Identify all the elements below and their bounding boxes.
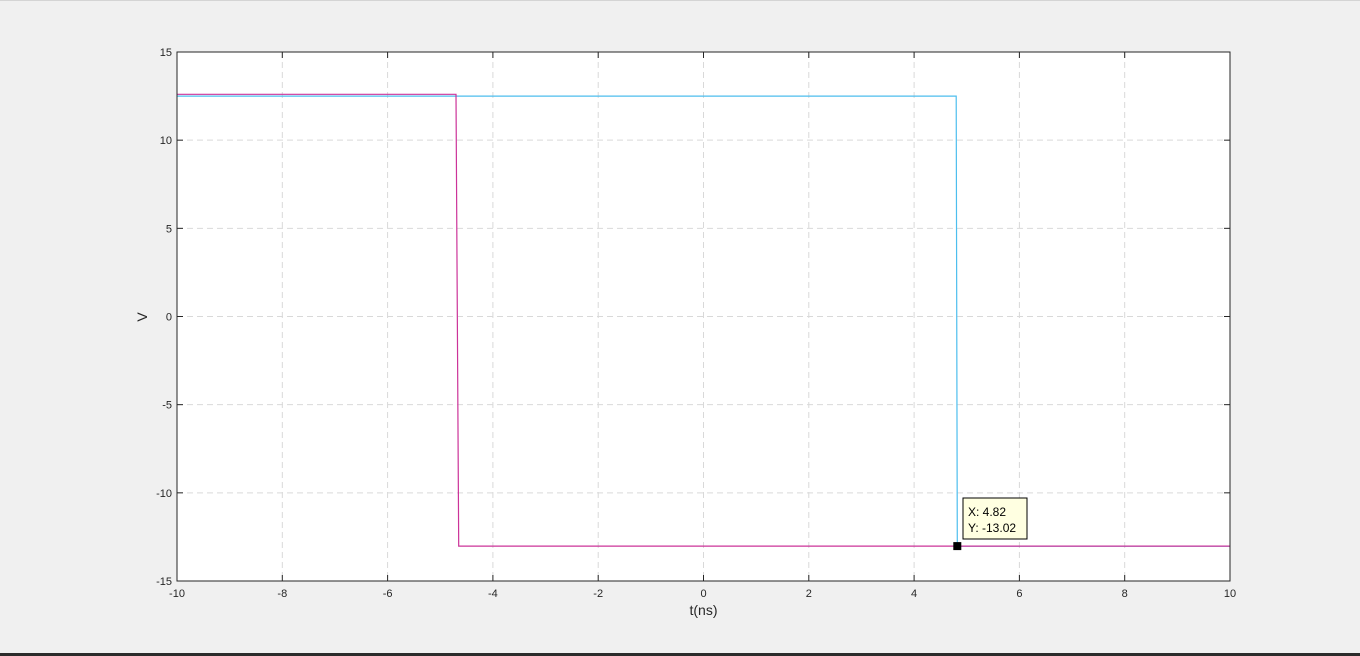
x-tick-label: 4 (911, 588, 917, 600)
datatip[interactable]: X: 4.82 Y: -13.02 (953, 497, 1028, 551)
datatip-box (962, 497, 1028, 540)
y-tick-label: 15 (160, 47, 172, 59)
series-layer (177, 93, 1230, 547)
y-tick-label: 5 (166, 223, 172, 235)
x-tick-label: 10 (1224, 588, 1236, 600)
y-tick-label: 0 (166, 312, 172, 324)
y-tick-label: -15 (156, 576, 172, 588)
grid (177, 52, 1230, 581)
y-tick-label: 10 (160, 135, 172, 147)
x-tick-label: 2 (806, 588, 812, 600)
x-tick-label: -8 (277, 588, 287, 600)
y-axis-label: V (134, 312, 150, 322)
x-axis-label: t(ns) (690, 602, 718, 618)
x-tick-label: -10 (169, 588, 185, 600)
x-tick-label: 8 (1122, 588, 1128, 600)
datatip-y-text: Y: -13.02 (968, 521, 1016, 535)
datatip-marker[interactable] (953, 542, 962, 551)
x-tick-label: -6 (383, 588, 393, 600)
x-tick-label: -4 (488, 588, 498, 600)
x-tick-label: 6 (1016, 588, 1022, 600)
x-tick-label: 0 (700, 588, 706, 600)
y-tick-label: -10 (156, 488, 172, 500)
y-tick-label: -5 (162, 400, 172, 412)
x-tick-label: -2 (593, 588, 603, 600)
datatip-x-text: X: 4.82 (968, 505, 1006, 519)
series-line-2[interactable] (177, 93, 1230, 547)
